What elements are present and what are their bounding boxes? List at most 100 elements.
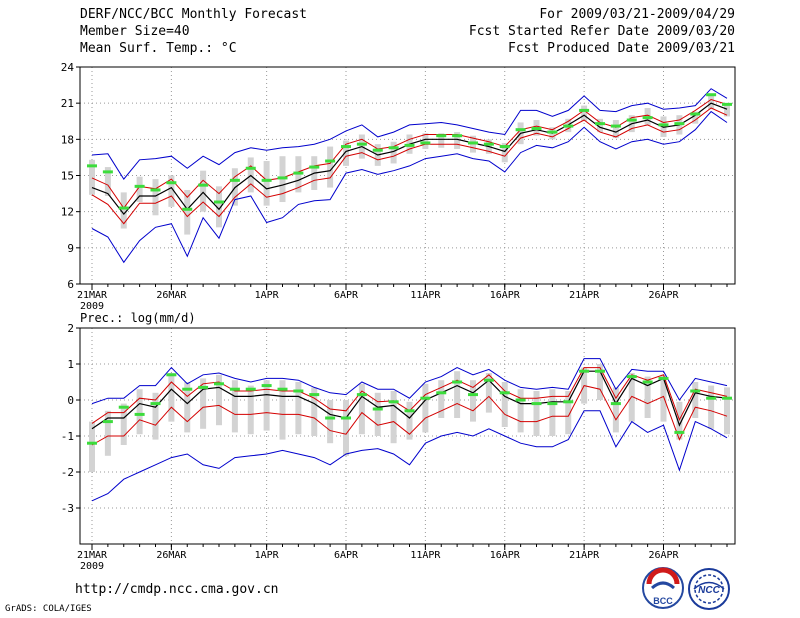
header-line-start: Fcst Started Refer Date 2009/03/20 xyxy=(468,24,735,39)
obs-marker xyxy=(626,118,637,122)
spread-box xyxy=(168,373,175,422)
spread-box xyxy=(724,104,730,117)
obs-marker xyxy=(166,181,177,185)
header-right: For 2009/03/21-2009/04/29 Fcst Started Re… xyxy=(469,6,735,57)
x-tick-label: 1APR xyxy=(255,550,280,561)
spread-box xyxy=(263,380,270,431)
obs-marker xyxy=(579,108,590,112)
obs-marker xyxy=(182,387,193,391)
obs-marker xyxy=(499,391,510,395)
obs-marker xyxy=(404,409,415,413)
obs-marker xyxy=(626,375,637,379)
spread-box xyxy=(311,387,318,436)
obs-marker xyxy=(388,400,399,404)
footer-credit: GrADS: COLA/IGES xyxy=(5,604,92,614)
footer-url[interactable]: http://cmdp.ncc.cma.gov.cn xyxy=(75,582,279,597)
spread-box xyxy=(136,389,143,435)
obs-marker xyxy=(356,393,367,397)
obs-marker xyxy=(658,123,669,127)
y-tick-label: 0 xyxy=(67,394,74,407)
obs-marker xyxy=(182,207,193,211)
obs-marker xyxy=(102,170,113,174)
spread-box xyxy=(708,95,715,110)
x-tick-label: 26MAR xyxy=(156,290,187,301)
ncc-logo-icon: NCC xyxy=(688,568,730,610)
series-max-line xyxy=(91,358,728,405)
obs-marker xyxy=(87,164,97,168)
spread-box xyxy=(120,403,127,445)
spread-box xyxy=(724,387,730,435)
obs-marker xyxy=(229,178,240,182)
y-tick-label: 1 xyxy=(67,358,74,371)
spread-box xyxy=(247,385,254,435)
obs-marker xyxy=(547,130,558,134)
obs-marker xyxy=(674,430,685,434)
spread-box xyxy=(263,161,270,206)
obs-marker xyxy=(245,387,256,391)
obs-marker xyxy=(261,178,272,182)
spread-box xyxy=(438,380,445,418)
obs-marker xyxy=(150,188,161,192)
spread-box xyxy=(104,410,111,456)
spread-box xyxy=(660,374,667,422)
y-tick-label: -3 xyxy=(61,502,74,515)
y-tick-label: 12 xyxy=(61,206,74,219)
obs-marker xyxy=(483,142,494,146)
x-tick-label: 6APR xyxy=(334,550,359,561)
x-tick-label: 26MAR xyxy=(156,550,187,561)
obs-marker xyxy=(436,134,447,138)
spread-box xyxy=(200,170,207,212)
x-tick-year-label: 2009 xyxy=(80,301,104,312)
spread-box xyxy=(184,382,191,433)
obs-marker xyxy=(198,183,209,187)
x-tick-label: 26APR xyxy=(648,550,679,561)
header-line-period: For 2009/03/21-2009/04/29 xyxy=(539,7,735,22)
y-tick-label: 21 xyxy=(61,97,74,110)
x-tick-label: 11APR xyxy=(410,550,441,561)
x-tick-label: 21MAR xyxy=(77,290,108,301)
obs-marker xyxy=(531,126,542,130)
panel-title: Prec.: log(mm/d) xyxy=(80,311,196,325)
y-tick-label: -2 xyxy=(61,466,74,479)
x-tick-year-label: 2009 xyxy=(80,561,104,572)
spread-box xyxy=(89,159,95,195)
obs-marker xyxy=(261,384,272,388)
y-tick-label: 24 xyxy=(61,61,75,74)
obs-marker xyxy=(325,416,336,420)
y-tick-label: -1 xyxy=(61,430,74,443)
obs-marker xyxy=(595,122,605,126)
y-tick-label: 6 xyxy=(67,278,74,291)
spread-box xyxy=(136,176,143,203)
obs-marker xyxy=(198,385,209,389)
spread-box xyxy=(374,392,381,436)
obs-marker xyxy=(325,159,336,163)
header-line-produced: Fcst Produced Date 2009/03/21 xyxy=(508,41,735,56)
y-tick-label: 9 xyxy=(67,242,74,255)
spread-box xyxy=(533,391,540,436)
spread-box xyxy=(438,133,445,148)
obs-marker xyxy=(134,412,145,416)
spread-box xyxy=(390,141,397,164)
spread-box xyxy=(612,387,619,433)
obs-marker xyxy=(277,176,288,180)
obs-marker xyxy=(436,391,447,395)
obs-marker xyxy=(499,145,510,149)
spread-box xyxy=(692,111,699,124)
obs-marker xyxy=(166,373,177,377)
x-tick-label: 16APR xyxy=(490,550,521,561)
obs-marker xyxy=(420,141,431,145)
obs-marker xyxy=(214,382,224,386)
obs-marker xyxy=(531,402,542,406)
spread-box xyxy=(454,371,461,418)
spread-box xyxy=(692,382,699,418)
spread-box xyxy=(597,364,603,400)
obs-marker xyxy=(515,128,526,132)
obs-marker xyxy=(372,407,383,411)
spread-box xyxy=(216,186,222,228)
y-tick-label: 2 xyxy=(67,322,74,335)
obs-marker xyxy=(214,200,224,204)
spread-box xyxy=(422,383,429,433)
series-min-line xyxy=(91,110,728,264)
x-tick-label: 16APR xyxy=(490,290,521,301)
spread-box xyxy=(295,382,302,435)
